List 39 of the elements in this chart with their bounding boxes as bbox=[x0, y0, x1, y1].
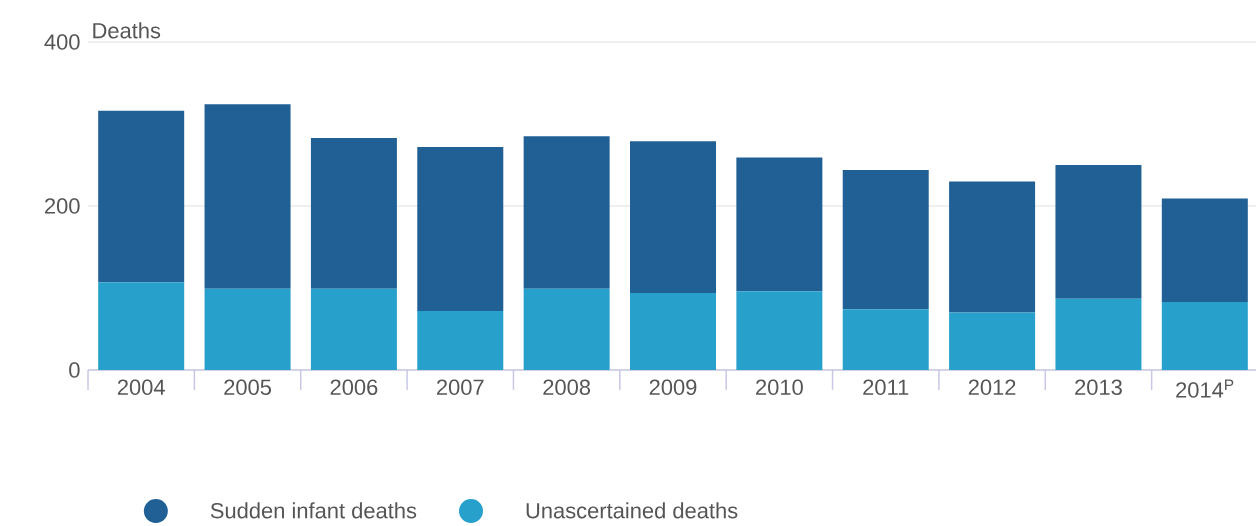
bar bbox=[842, 169, 929, 310]
bar bbox=[204, 104, 291, 289]
legend-label: Unascertained deaths bbox=[526, 502, 738, 519]
bar bbox=[523, 288, 610, 370]
bar bbox=[1055, 164, 1142, 299]
bar bbox=[310, 288, 397, 370]
bar bbox=[417, 310, 504, 370]
bar bbox=[630, 141, 716, 293]
bar bbox=[842, 309, 929, 370]
bar bbox=[736, 157, 823, 292]
legend-label: Sudden infant deaths bbox=[210, 502, 417, 519]
bar bbox=[98, 282, 185, 370]
bar bbox=[949, 312, 1036, 370]
y-tick-label: 0 bbox=[69, 362, 80, 378]
bar bbox=[1055, 298, 1142, 370]
bar bbox=[417, 146, 504, 311]
bar bbox=[310, 137, 397, 289]
x-tick-label: 2010 bbox=[756, 379, 803, 396]
x-tick-label: 2006 bbox=[330, 379, 378, 396]
bar bbox=[98, 110, 185, 283]
y-tick-label: 200 bbox=[45, 198, 80, 214]
y-axis-title: Deaths bbox=[93, 22, 161, 39]
bar bbox=[949, 181, 1036, 313]
bar bbox=[523, 136, 610, 289]
x-tick-label: 2009 bbox=[649, 379, 697, 396]
bar bbox=[630, 292, 716, 370]
bar bbox=[204, 288, 291, 370]
x-tick-label: 2012 bbox=[968, 379, 1016, 396]
bar bbox=[736, 291, 823, 370]
bar bbox=[1161, 198, 1248, 302]
y-tick-label: 400 bbox=[44, 34, 80, 50]
x-tick-label: 2008 bbox=[543, 379, 591, 396]
x-tick-label: 2004 bbox=[117, 379, 165, 396]
x-tick-label: 2005 bbox=[224, 379, 271, 396]
x-tick-label: 2011 bbox=[863, 379, 909, 396]
x-tick-label: 2014$^{P}$ bbox=[1176, 379, 1234, 398]
x-tick-label: 2013 bbox=[1075, 379, 1122, 396]
bar bbox=[1161, 301, 1248, 370]
x-tick-label: 2007 bbox=[437, 379, 484, 396]
